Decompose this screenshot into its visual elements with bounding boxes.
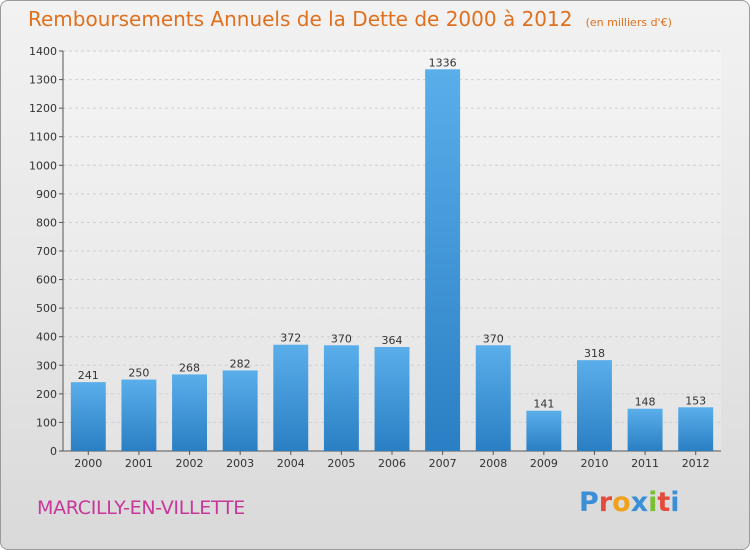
bar-2006 <box>374 347 410 451</box>
chart-title: Remboursements Annuels de la Dette de 20… <box>28 7 573 31</box>
x-tick-label: 2008 <box>479 457 507 470</box>
bar-2005 <box>323 345 359 451</box>
x-tick-label: 2009 <box>530 457 558 470</box>
data-labels: 241 250 268 282 372 370 364 1336 370 141 318 148 153 <box>78 56 706 410</box>
bar-2002 <box>172 374 208 451</box>
data-label: 1336 <box>429 56 457 69</box>
bar-2011 <box>627 408 663 451</box>
x-tick-label: 2005 <box>327 457 355 470</box>
logo-letter: i <box>648 487 658 518</box>
x-tick-label: 2002 <box>176 457 204 470</box>
data-label: 370 <box>483 332 504 345</box>
bar-2000 <box>70 382 106 451</box>
y-tick-label: 1000 <box>29 159 57 172</box>
data-label: 148 <box>635 396 656 409</box>
x-tick-label: 2007 <box>429 457 457 470</box>
chart-subtitle: (en milliers d'€) <box>585 16 672 29</box>
logo-letter: i <box>670 487 680 518</box>
x-tick-label: 2003 <box>226 457 254 470</box>
y-tick-label: 1100 <box>29 131 57 144</box>
proxiti-logo[interactable]: Proxiti <box>579 487 680 518</box>
data-label: 153 <box>685 394 706 407</box>
data-label: 364 <box>382 334 403 347</box>
data-label: 268 <box>179 361 200 374</box>
y-tick-label: 1400 <box>29 45 57 58</box>
logo-letter: r <box>598 487 613 518</box>
x-tick-label: 2011 <box>631 457 659 470</box>
data-label: 318 <box>584 347 605 360</box>
y-tick-label: 100 <box>36 416 57 429</box>
data-label: 250 <box>128 367 149 380</box>
x-tick-label: 2001 <box>125 457 153 470</box>
bar-2007 <box>425 69 461 452</box>
title-block: Remboursements Annuels de la Dette de 20… <box>28 7 672 31</box>
x-tick-label: 2010 <box>580 457 608 470</box>
x-tick-label: 2006 <box>378 457 406 470</box>
bar-2001 <box>121 379 157 451</box>
bar-2009 <box>526 410 562 451</box>
data-label: 370 <box>331 332 352 345</box>
logo-letter: x <box>630 487 649 518</box>
place-name: MARCILLY-EN-VILLETTE <box>37 497 245 519</box>
x-tick-label: 2012 <box>682 457 710 470</box>
y-tick-label: 800 <box>36 216 57 229</box>
y-tick-label: 1300 <box>29 74 57 87</box>
axes: 0 100 200 300 400 500 600 700 800 900 1000 1100 1200… <box>29 45 721 470</box>
y-tick-label: 200 <box>36 388 57 401</box>
bar-2008 <box>475 345 511 451</box>
x-tick-label: 2000 <box>74 457 102 470</box>
y-tick-label: 700 <box>36 245 57 258</box>
data-label: 282 <box>230 357 251 370</box>
logo-letter: t <box>657 487 671 518</box>
y-tick-label: 400 <box>36 331 57 344</box>
bars <box>70 69 714 452</box>
x-tick-label: 2004 <box>277 457 305 470</box>
bar-2004 <box>273 344 309 451</box>
bar-2010 <box>576 360 612 451</box>
data-label: 141 <box>533 398 554 411</box>
y-tick-label: 900 <box>36 188 57 201</box>
logo-letter: o <box>612 487 631 518</box>
data-label: 372 <box>280 332 301 345</box>
data-label: 241 <box>78 369 99 382</box>
bar-2003 <box>222 370 258 451</box>
y-tick-label: 0 <box>50 445 57 458</box>
logo-letter: P <box>579 487 599 518</box>
y-tick-label: 500 <box>36 302 57 315</box>
y-tick-label: 300 <box>36 359 57 372</box>
y-tick-label: 1200 <box>29 102 57 115</box>
y-tick-label: 600 <box>36 274 57 287</box>
bar-2012 <box>678 407 714 451</box>
